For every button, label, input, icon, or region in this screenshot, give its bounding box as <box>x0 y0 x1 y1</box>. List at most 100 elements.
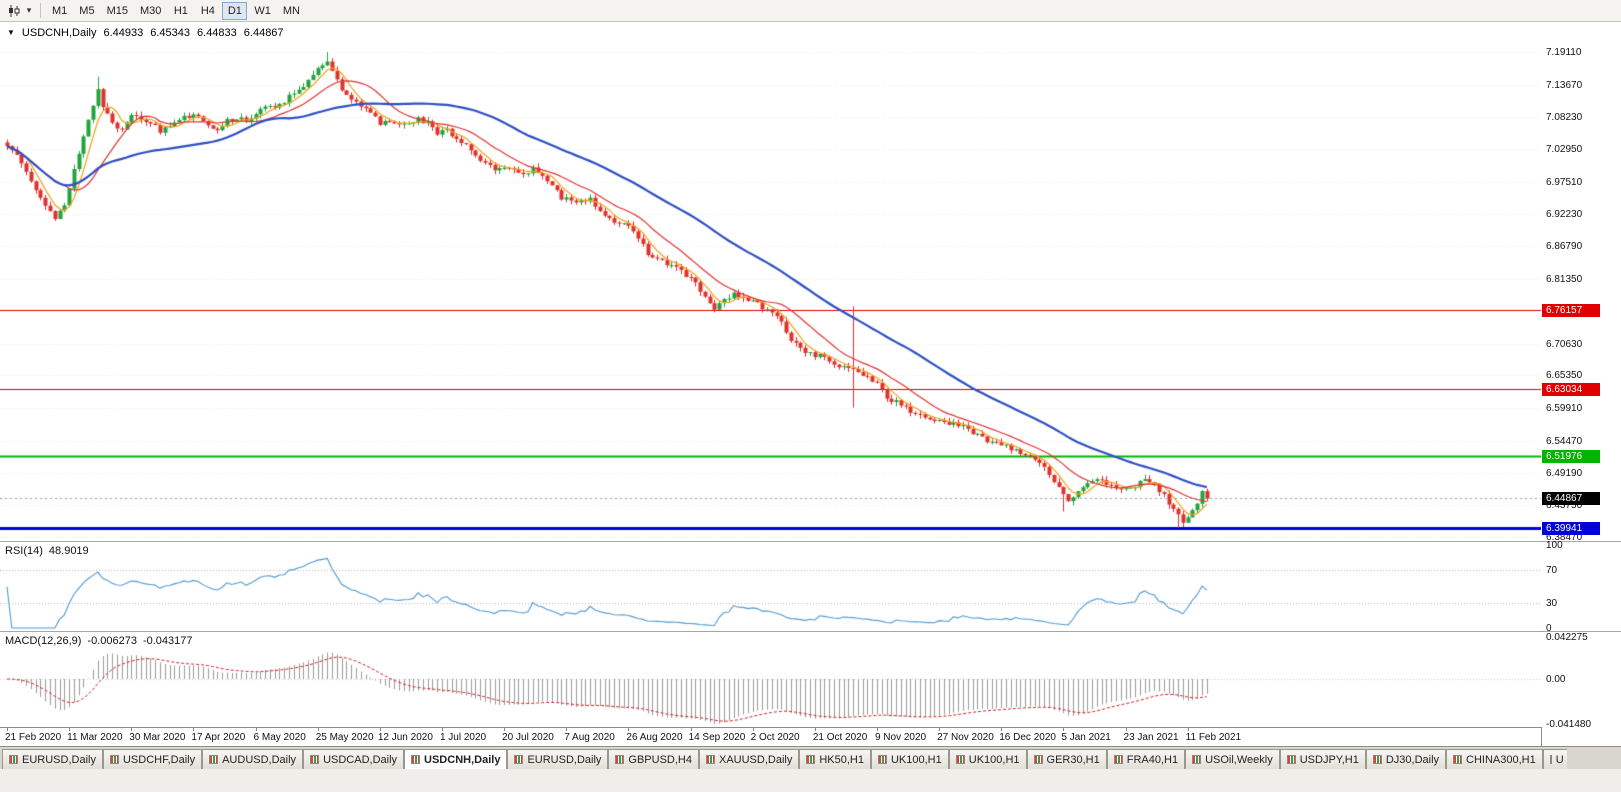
time-axis-tick <box>877 728 878 731</box>
price-tick-label: 7.19110 <box>1546 47 1582 58</box>
chart-tab-eurusd-daily-2[interactable]: EURUSD,Daily <box>507 749 609 769</box>
timeframe-d1-button[interactable]: D1 <box>222 1 248 20</box>
time-axis-tick <box>256 728 257 731</box>
chart-menu-icon[interactable]: ▼ <box>7 28 15 37</box>
timeframe-h4-button[interactable]: H4 <box>195 2 220 20</box>
chart-tab-ger30-h1[interactable]: GER30,H1 <box>1026 749 1107 769</box>
rsi-tick-label: 30 <box>1546 598 1558 610</box>
chart-tab-label: FRA40,H1 <box>1126 753 1179 766</box>
time-axis-tick <box>691 728 692 731</box>
macd-main-value: -0.006273 <box>87 635 137 647</box>
chart-tab-label: GER30,H1 <box>1046 753 1100 766</box>
timeframe-m30-button[interactable]: M30 <box>135 2 166 20</box>
chart-tab-label: XAUUSD,Daily <box>718 753 793 766</box>
chart-tab-truncated[interactable]: U <box>1542 749 1567 769</box>
time-axis-label: 11 Feb 2021 <box>1185 732 1242 743</box>
chart-tab-label: DJ30,Daily <box>1385 753 1440 766</box>
chart-tab-gbpusd-h4[interactable]: GBPUSD,H4 <box>608 749 699 769</box>
level-price-label: 6.39941 <box>1542 522 1600 536</box>
timeframe-mn-button[interactable]: MN <box>278 2 305 20</box>
chart-tab-label: USDCNH,Daily <box>424 753 501 766</box>
chart-tab-icon <box>1192 755 1202 764</box>
chart-tab-dj30-daily[interactable]: DJ30,Daily <box>1365 749 1447 769</box>
chart-tab-label: AUDUSD,Daily <box>222 753 297 766</box>
time-axis-tick <box>318 728 319 731</box>
chart-tab-icon <box>877 755 887 764</box>
chart-tab-usdchf-daily[interactable]: USDCHF,Daily <box>102 749 203 769</box>
price-tick-label: 6.49190 <box>1546 467 1583 479</box>
chart-tab-icon <box>209 755 219 764</box>
time-axis-label: 16 Dec 2020 <box>999 732 1056 743</box>
chart-tab-hk50-h1[interactable]: HK50,H1 <box>799 749 871 769</box>
time-axis-label: 23 Jan 2021 <box>1123 732 1179 743</box>
price-tick-label: 6.43750 <box>1546 500 1583 512</box>
chart-tab-label: U <box>1555 753 1564 766</box>
timeframe-h1-button[interactable]: H1 <box>168 2 193 20</box>
chart-tab-usdcad-daily[interactable]: USDCAD,Daily <box>303 749 405 769</box>
chart-tab-icon <box>514 755 524 764</box>
macd-indicator-label: MACD(12,26,9) -0.006273 -0.043177 <box>5 635 193 647</box>
current-price-label: 6.44867 <box>1542 492 1600 506</box>
rsi-macd-splitter[interactable] <box>0 631 1621 632</box>
chart-tab-xauusd-daily[interactable]: XAUUSD,Daily <box>698 749 800 769</box>
rsi-tick-label: 0 <box>1546 623 1552 634</box>
main-chart-canvas[interactable] <box>0 22 1541 541</box>
time-axis-label: 9 Nov 2020 <box>874 732 927 743</box>
chart-tab-icon <box>310 755 320 764</box>
chart-tab-icon <box>615 755 625 764</box>
price-tick-label: 6.86790 <box>1546 241 1583 253</box>
time-axis-tick <box>193 728 194 731</box>
macd-indicator-canvas[interactable] <box>0 632 1541 727</box>
chart-tab-label: USDCAD,Daily <box>323 753 398 766</box>
chart-open-value: 6.44933 <box>103 27 144 39</box>
level-price-label: 6.51976 <box>1542 449 1600 463</box>
price-tick-label: 7.13670 <box>1546 79 1583 91</box>
chart-low-value: 6.44833 <box>197 27 237 39</box>
level-price-label: 6.63034 <box>1542 383 1600 397</box>
price-tick-label: 6.92230 <box>1546 208 1583 220</box>
chart-tab-label: HK50,H1 <box>819 753 864 766</box>
time-axis-tick <box>504 728 505 731</box>
chart-tab-label: UK100,H1 <box>968 753 1020 766</box>
time-axis-tick <box>69 728 70 731</box>
chart-tab-icon <box>1453 755 1463 764</box>
time-axis-tick <box>1126 728 1127 731</box>
chart-tab-usdjpy-h1[interactable]: USDJPY,H1 <box>1279 749 1366 769</box>
timeframe-m5-button[interactable]: M5 <box>74 2 99 20</box>
time-axis-label: 25 May 2020 <box>315 732 374 743</box>
chart-tab-audusd-daily[interactable]: AUDUSD,Daily <box>202 749 304 769</box>
rsi-axis[interactable]: 100 70 30 0 <box>1541 540 1621 634</box>
time-axis-label: 21 Feb 2020 <box>5 732 62 743</box>
chart-tab-usdcnh-daily[interactable]: USDCNH,Daily <box>404 749 508 769</box>
chart-tab-uk100-h1[interactable]: UK100,H1 <box>870 749 949 769</box>
chart-tab-usoil-weekly[interactable]: USOil,Weekly <box>1185 749 1280 769</box>
chart-tab-eurusd-daily[interactable]: EURUSD,Daily <box>2 749 103 769</box>
chart-tab-label: EURUSD,Daily <box>527 753 602 766</box>
rsi-indicator-canvas[interactable] <box>0 542 1541 631</box>
time-axis-label: 2 Oct 2020 <box>750 732 800 743</box>
time-axis-label: 14 Sep 2020 <box>688 732 746 743</box>
chart-tab-label: USDJPY,H1 <box>1299 753 1359 766</box>
macd-tick-label: -0.041480 <box>1546 719 1592 730</box>
price-axis[interactable]: 7.19110 7.13670 7.08230 7.02950 6.97510 6.922… <box>1541 22 1621 543</box>
chart-style-icon[interactable] <box>5 2 23 20</box>
chart-tab-icon <box>1113 755 1123 764</box>
time-axis-label: 27 Nov 2020 <box>937 732 994 743</box>
timeframe-m1-button[interactable]: M1 <box>47 2 72 20</box>
bottom-filler <box>0 769 1621 792</box>
timeframe-m15-button[interactable]: M15 <box>102 2 133 20</box>
chart-tab-china300-h1[interactable]: CHINA300,H1 <box>1446 749 1543 769</box>
main-rsi-splitter[interactable] <box>0 541 1621 542</box>
dropdown-caret-icon[interactable]: ▾ <box>26 5 32 15</box>
macd-name: MACD(12,26,9) <box>5 635 82 647</box>
time-axis-tick <box>815 728 816 731</box>
chart-tab-uk100-h1-2[interactable]: UK100,H1 <box>948 749 1027 769</box>
chart-tab-fra40-h1[interactable]: FRA40,H1 <box>1106 749 1186 769</box>
macd-axis[interactable]: 0.042275 0.00 -0.041480 <box>1541 632 1621 730</box>
time-axis[interactable]: 21 Feb 2020 11 Mar 2020 30 Mar 2020 17 Apr … <box>0 727 1541 746</box>
toolbar-separator <box>40 3 41 18</box>
timeframe-w1-button[interactable]: W1 <box>249 2 276 20</box>
chart-tab-icon <box>109 755 119 764</box>
chart-tab-icon <box>1033 755 1043 764</box>
